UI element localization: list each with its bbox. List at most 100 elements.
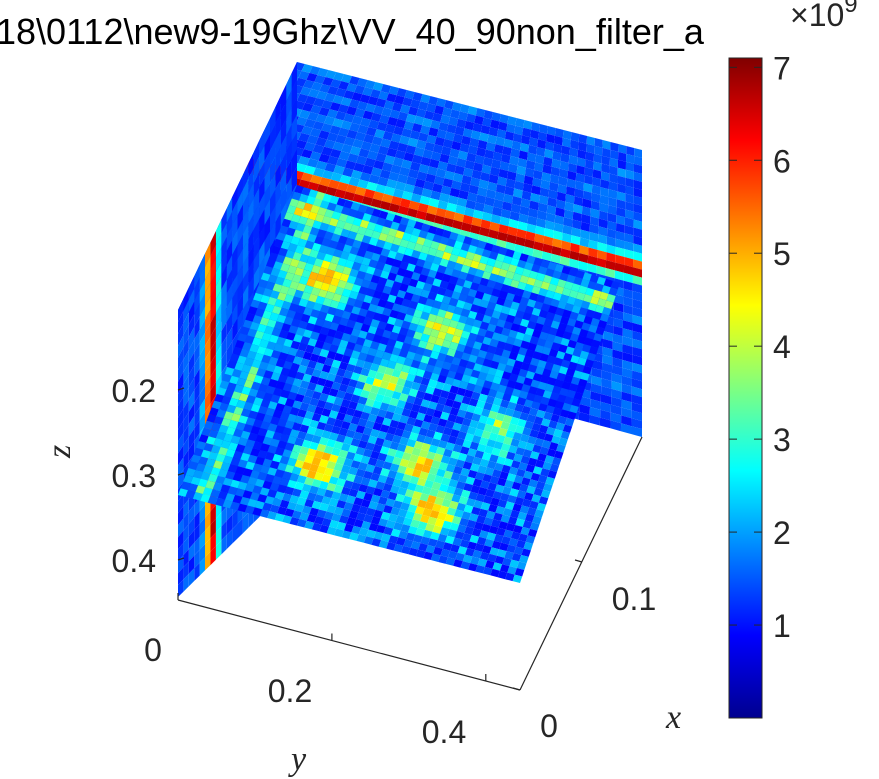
z-slice-cell: [245, 417, 256, 426]
z-slice-cell: [468, 491, 478, 501]
x-slice-cell: [454, 165, 465, 176]
y-slice-cell: [178, 433, 184, 454]
z-slice-cell: [453, 350, 464, 359]
x-slice-cell: [586, 136, 595, 146]
z-slice-cell: [551, 364, 561, 373]
z-slice-cell: [425, 254, 435, 263]
z-slice-cell: [356, 270, 367, 280]
z-slice-cell: [475, 334, 485, 344]
y-slice-cell: [188, 327, 195, 350]
x-slice-cell: [561, 145, 571, 156]
x-slice-cell: [343, 90, 355, 100]
x-slice-cell: [612, 333, 623, 345]
z-slice-cell: [571, 305, 581, 314]
z-slice-cell: [299, 380, 310, 389]
x-slice-cell: [578, 141, 587, 152]
x-slice-cell: [563, 217, 573, 228]
x-slice-cell: [495, 136, 505, 147]
z-slice-cell: [366, 244, 376, 253]
z-slice-cell: [506, 358, 516, 367]
z-slice-cell: [415, 390, 426, 400]
z-slice-cell: [310, 331, 320, 341]
z-slice-cell: [535, 481, 546, 490]
z-slice-cell: [469, 441, 480, 451]
z-slice-cell: [258, 383, 269, 393]
z-slice-cell: [530, 379, 540, 389]
z-slice-cell: [436, 468, 446, 478]
z-slice-cell: [255, 412, 266, 422]
z-slice-cell: [289, 198, 299, 208]
y-slice-cell: [194, 290, 200, 315]
y-slice-cell: [215, 233, 222, 259]
z-slice-cell: [297, 518, 307, 528]
z-slice-cell: [394, 406, 404, 415]
z-slice-cell: [408, 322, 418, 332]
z-slice-cell: [498, 290, 508, 300]
x-slice-cell: [315, 137, 327, 147]
z-slice-cell: [439, 368, 450, 377]
x-slice-cell: [523, 246, 534, 257]
z-slice-cell: [482, 314, 492, 324]
x-slice-cell: [528, 144, 538, 155]
z-slice-cell: [557, 300, 567, 310]
z-slice-cell: [317, 333, 327, 343]
x-slice-cell: [416, 171, 428, 181]
z-slice-cell: [493, 281, 504, 291]
z-slice-cell: [267, 511, 278, 520]
x-slice-cell: [552, 238, 562, 249]
z-slice-cell: [437, 331, 447, 340]
z-slice-cell: [331, 211, 342, 220]
z-slice-cell: [538, 288, 548, 297]
x-slice-cell: [632, 354, 642, 366]
z-slice-cell: [218, 424, 229, 434]
z-slice-cell: [289, 495, 300, 504]
z-slice-cell: [463, 504, 474, 514]
z-slice-cell: [437, 243, 447, 252]
z-slice-cell: [240, 326, 250, 336]
z-slice-cell: [294, 267, 305, 277]
z-slice-cell: [275, 381, 286, 390]
z-slice-cell: [415, 527, 426, 537]
z-slice-cell: [270, 267, 281, 277]
z-slice-cell: [349, 268, 359, 278]
z-slice-cell: [306, 404, 317, 413]
z-slice-cell: [569, 404, 579, 414]
x-slice-cell: [376, 121, 388, 132]
z-slice-cell: [253, 292, 263, 302]
z-slice-cell: [372, 378, 383, 388]
z-slice-cell: [519, 505, 530, 514]
z-slice-cell: [453, 487, 464, 497]
x-slice-cell: [391, 102, 403, 112]
z-slice-cell: [411, 447, 422, 457]
y-slice-cell: [232, 332, 238, 357]
z-slice-cell: [446, 485, 456, 495]
z-slice-cell: [272, 283, 283, 293]
x-slice-cell: [394, 95, 405, 105]
z-slice-cell: [465, 339, 476, 348]
z-slice-cell: [260, 399, 271, 408]
z-slice-cell: [389, 375, 399, 385]
x-slice-cell: [590, 200, 600, 211]
x-slice-cell: [525, 231, 536, 242]
z-slice-cell: [563, 353, 573, 362]
x-slice-cell: [450, 109, 460, 119]
x-slice-cell: [393, 126, 404, 136]
x-slice-cell: [481, 164, 492, 175]
z-slice-cell: [473, 500, 483, 509]
z-slice-cell: [444, 376, 455, 386]
z-slice-cell: [549, 370, 559, 380]
z-slice-cell: [425, 364, 435, 373]
z-slice-cell: [340, 399, 351, 408]
x-slice-cell: [415, 210, 427, 221]
z-slice-cell: [460, 286, 471, 296]
x-slice-cell: [414, 178, 426, 189]
z-slice-cell: [266, 341, 277, 351]
z-slice-cell: [366, 529, 376, 539]
y-slice-cell: [232, 274, 238, 299]
y-slice-cell: [178, 542, 184, 562]
z-slice-cell: [415, 549, 426, 559]
z-slice-cell: [331, 447, 341, 457]
z-slice-cell: [401, 452, 412, 461]
z-slice-cell: [377, 430, 388, 440]
x-slice-cell: [431, 151, 442, 162]
